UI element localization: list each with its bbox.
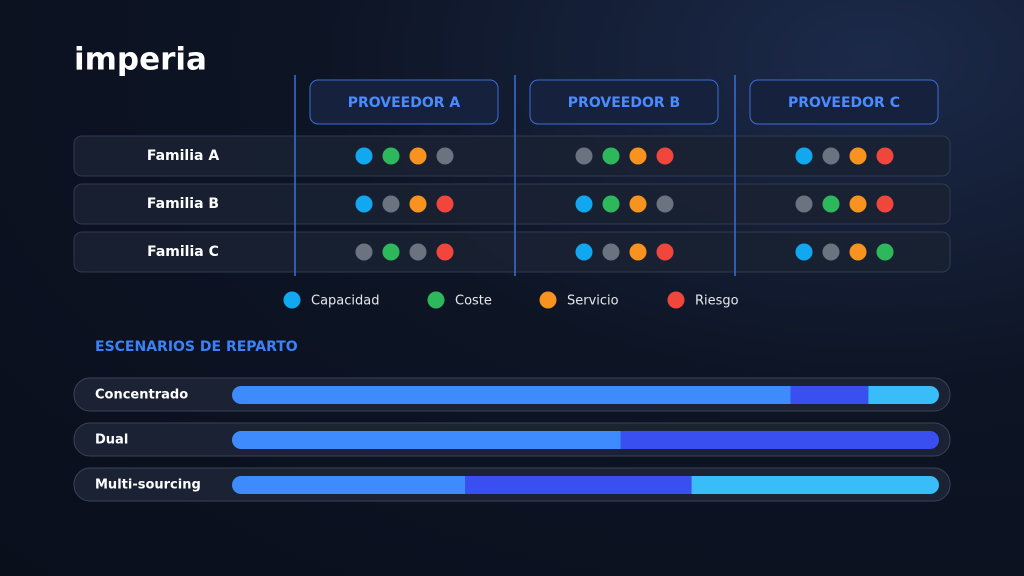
- status-dot: [656, 243, 674, 261]
- status-dot: [849, 243, 867, 261]
- scenario-label: Multi-sourcing: [95, 478, 201, 493]
- bar-segment: [620, 431, 939, 449]
- scenario-label: Dual: [95, 433, 128, 448]
- status-dot: [795, 195, 813, 213]
- column-header: PROVEEDOR A: [348, 95, 461, 111]
- column-header: PROVEEDOR B: [568, 95, 680, 111]
- status-dot: [436, 147, 454, 165]
- row-background: [73, 183, 951, 225]
- status-dot: [849, 147, 867, 165]
- bar-segment: [232, 431, 621, 449]
- legend-dot: [427, 291, 445, 309]
- status-dot: [575, 195, 593, 213]
- bar-segment: [868, 386, 939, 404]
- legend-dot: [539, 291, 557, 309]
- status-dot: [382, 195, 400, 213]
- status-dot: [575, 243, 593, 261]
- bar-segment: [465, 476, 692, 494]
- logo: imperia: [74, 42, 207, 78]
- bar-segment: [691, 476, 939, 494]
- bar-segment: [232, 386, 791, 404]
- status-dot: [822, 147, 840, 165]
- column-header-box: [529, 79, 719, 125]
- status-dot: [602, 147, 620, 165]
- status-dot: [355, 195, 373, 213]
- status-dot: [876, 147, 894, 165]
- status-dot: [355, 243, 373, 261]
- status-dot: [355, 147, 373, 165]
- status-dot: [656, 147, 674, 165]
- row-label: Familia B: [147, 196, 219, 212]
- row-background: [73, 231, 951, 273]
- status-dot: [629, 147, 647, 165]
- status-dot: [822, 243, 840, 261]
- bar-segment: [790, 386, 869, 404]
- status-dot: [602, 195, 620, 213]
- status-dot: [602, 243, 620, 261]
- legend-label: Coste: [455, 294, 492, 309]
- bar-segment: [232, 476, 466, 494]
- status-dot: [822, 195, 840, 213]
- legend-dot: [667, 291, 685, 309]
- legend-label: Servicio: [567, 294, 619, 309]
- status-dot: [876, 243, 894, 261]
- status-dot: [795, 243, 813, 261]
- section-title: ESCENARIOS DE REPARTO: [95, 339, 298, 355]
- status-dot: [409, 243, 427, 261]
- status-dot: [629, 243, 647, 261]
- row-label: Familia C: [147, 244, 219, 260]
- status-dot: [849, 195, 867, 213]
- status-dot: [409, 195, 427, 213]
- status-dot: [409, 147, 427, 165]
- row-label: Familia A: [147, 148, 219, 164]
- row-background: [73, 135, 951, 177]
- status-dot: [876, 195, 894, 213]
- status-dot: [382, 243, 400, 261]
- status-dot: [436, 243, 454, 261]
- column-header-box: [309, 79, 499, 125]
- status-dot: [795, 147, 813, 165]
- scenario-label: Concentrado: [95, 388, 188, 403]
- column-header-box: [749, 79, 939, 125]
- status-dot: [575, 147, 593, 165]
- legend-label: Riesgo: [695, 294, 739, 309]
- status-dot: [656, 195, 674, 213]
- legend-dot: [283, 291, 301, 309]
- column-header: PROVEEDOR C: [788, 95, 900, 111]
- status-dot: [629, 195, 647, 213]
- legend-label: Capacidad: [311, 294, 380, 309]
- status-dot: [436, 195, 454, 213]
- status-dot: [382, 147, 400, 165]
